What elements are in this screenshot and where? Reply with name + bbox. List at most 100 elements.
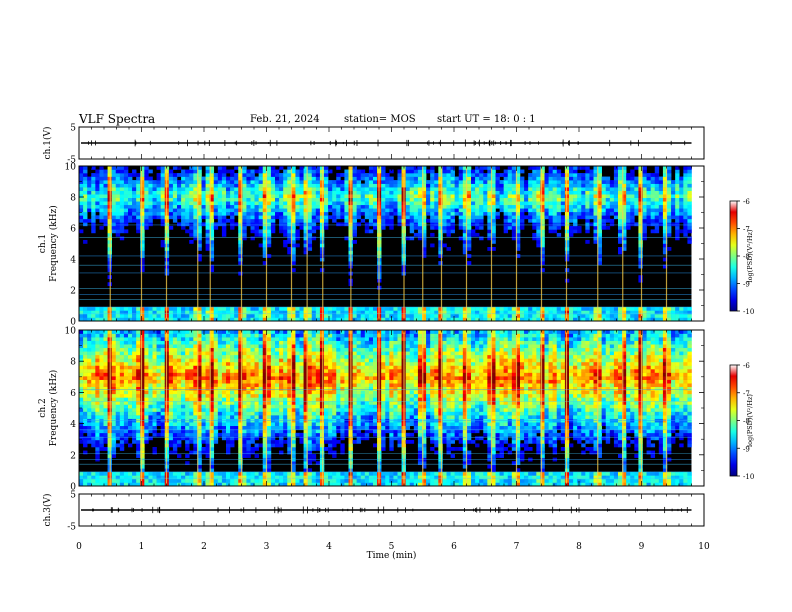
spectrogram-cell [667,222,672,227]
spectrogram-cell [111,204,117,209]
spectrogram-cell [479,187,484,191]
spectrogram-cell [442,208,447,213]
spectrogram-cell [160,208,166,213]
spectrogram-cell [140,436,145,441]
spectrogram-cell [226,180,231,184]
spectrogram-cell [197,180,202,184]
spectrogram-cell [279,310,284,315]
spectrogram-cell [266,222,272,227]
spectrogram-cell [503,218,509,223]
spectrogram-cell [495,313,500,318]
spectrogram-cell [144,383,149,388]
spectrogram-cell [160,243,166,248]
spectrogram-cell [385,313,390,318]
spectrogram-cell [111,310,117,315]
spectrogram-cell [458,306,464,311]
spectrogram-cell [683,176,688,181]
spectrogram-cell [307,176,313,181]
spectrogram-cell [201,204,206,209]
spectrogram-cell [438,247,443,251]
spectrogram-cell [332,310,337,315]
spectrogram-cell [487,208,492,213]
colorbar-tick-label: -8 [743,253,750,261]
spectrogram-cell [442,310,447,315]
spectrogram-cell [95,337,100,341]
spectrogram-cell [397,201,402,206]
spectrogram-cell [532,232,537,237]
spectrogram-cell [556,183,562,188]
spectrogram-cell [556,306,562,311]
spectrogram-cell [136,482,141,487]
spectrogram-cell [99,415,104,419]
spectrogram-cell [569,166,574,170]
spectrogram-cell [128,397,133,402]
spectrogram-cell [246,180,251,184]
spectrogram-cell [291,215,296,220]
spectrogram-cell [111,415,117,419]
spectrogram-cell [503,180,509,184]
spectrogram-cell [111,471,117,476]
spectrogram-cell [152,393,157,398]
spectrogram-cell [466,215,472,220]
spectrogram-cell [417,183,423,188]
spectrogram-cell [622,208,627,213]
spectrogram-cell [658,194,664,198]
spectrogram-cell [168,190,174,195]
spectrogram-cell [270,313,276,318]
spectrogram-cell [279,204,284,209]
spectrogram-cell [91,197,96,202]
spectrogram-cell [471,197,476,202]
spectrogram-cell [156,190,161,195]
spectrogram-cell [556,201,562,206]
spectrogram-cell [540,257,545,262]
spectrogram-cell [654,313,660,318]
spectrogram-cell [177,351,182,356]
spectrogram-cell [91,397,96,402]
spectrogram-cell [189,471,194,476]
spectrogram-cell [687,211,692,216]
spectrogram-cell [560,187,566,191]
spectrogram-cell [193,166,198,170]
spectrogram-cell [446,317,451,322]
spectrogram-cell [360,208,366,213]
spectrogram-cell [197,461,202,466]
spectrogram-cell [446,176,451,181]
spectrogram-cell [438,190,443,195]
spectrogram-cell [417,236,423,241]
spectrogram-cell [340,173,345,177]
spectrogram-cell [205,229,210,234]
spectrogram-cell [618,204,623,209]
spectrogram-cell [458,201,464,206]
spectrogram-cell [83,475,88,480]
spectrogram-cell [483,183,488,188]
spectrogram-cell [560,218,566,223]
spectrogram-cell [589,313,594,318]
spectrogram-cell [144,313,149,318]
spectrogram-cell [413,169,419,174]
spectrogram-cell [83,222,88,227]
spectrogram-cell [168,333,174,338]
spectrogram-cell [597,236,602,241]
spectrogram-cell [291,306,296,311]
spectrogram-cell [95,208,100,213]
spectrogram-cell [662,257,668,262]
spectrogram-cell [242,204,247,209]
spectrogram-cell [185,361,190,366]
spectrogram-cell [115,194,121,198]
spectrogram-cell [352,190,357,195]
spectrogram-cell [234,197,239,202]
colorbar [729,200,738,312]
spectrogram-cell [466,239,472,244]
spectrogram-cell [671,306,676,311]
spectrogram-cell [148,330,153,334]
spectrogram-cell [409,183,415,188]
spectrogram-cell [597,317,602,322]
spectrogram-cell [368,229,374,234]
spectrogram-cell [136,372,141,377]
spectrogram-cell [103,310,108,315]
spectrogram-cell [83,383,88,388]
spectrogram-cell [422,187,427,191]
spectrogram-cell [177,478,182,483]
spectrogram-cell [79,310,84,315]
spectrogram-cell [103,330,108,334]
